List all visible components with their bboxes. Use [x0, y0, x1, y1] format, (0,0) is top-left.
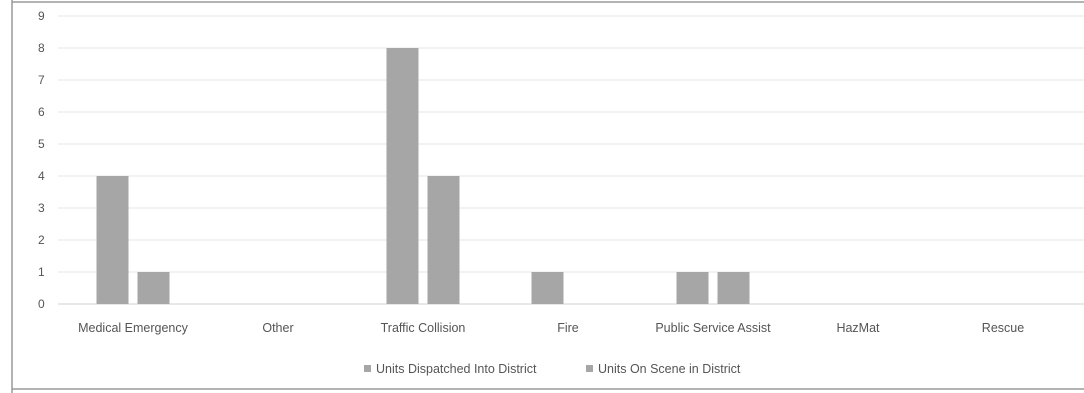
category-label: Other: [262, 321, 293, 335]
y-axis-ticks: 0 1 2 3 4 5 6 7 8 9: [38, 9, 45, 311]
bar-dispatched-0: [96, 176, 129, 304]
y-tick-label: 5: [38, 137, 45, 151]
bar-dispatched-3: [531, 272, 564, 304]
category-label: Rescue: [982, 321, 1024, 335]
category-label: Traffic Collision: [381, 321, 466, 335]
legend-label: Units On Scene in District: [598, 362, 741, 376]
category-label: Medical Emergency: [78, 321, 189, 335]
bar-on-scene-4: [717, 272, 750, 304]
category-label: HazMat: [836, 321, 880, 335]
y-tick-label: 3: [38, 201, 45, 215]
gridlines: [58, 15, 1084, 305]
y-tick-label: 1: [38, 265, 45, 279]
category-label: Public Service Assist: [655, 321, 771, 335]
bar-on-scene-0: [137, 272, 170, 304]
bar-dispatched-4: [676, 272, 709, 304]
bar-on-scene-2: [427, 176, 460, 304]
y-tick-label: 2: [38, 233, 45, 247]
legend: Units Dispatched Into District Units On S…: [364, 362, 741, 376]
bar-dispatched-2: [386, 48, 419, 304]
x-axis-categories: Medical Emergency Other Traffic Collision F…: [78, 321, 1024, 335]
category-label: Fire: [557, 321, 579, 335]
y-tick-label: 4: [38, 169, 45, 183]
legend-swatch: [364, 365, 371, 372]
y-tick-label: 0: [38, 297, 45, 311]
legend-swatch: [586, 365, 593, 372]
y-tick-label: 8: [38, 41, 45, 55]
y-tick-label: 6: [38, 105, 45, 119]
y-tick-label: 7: [38, 73, 45, 87]
bars: [96, 48, 750, 304]
legend-label: Units Dispatched Into District: [376, 362, 537, 376]
y-tick-label: 9: [38, 9, 45, 23]
